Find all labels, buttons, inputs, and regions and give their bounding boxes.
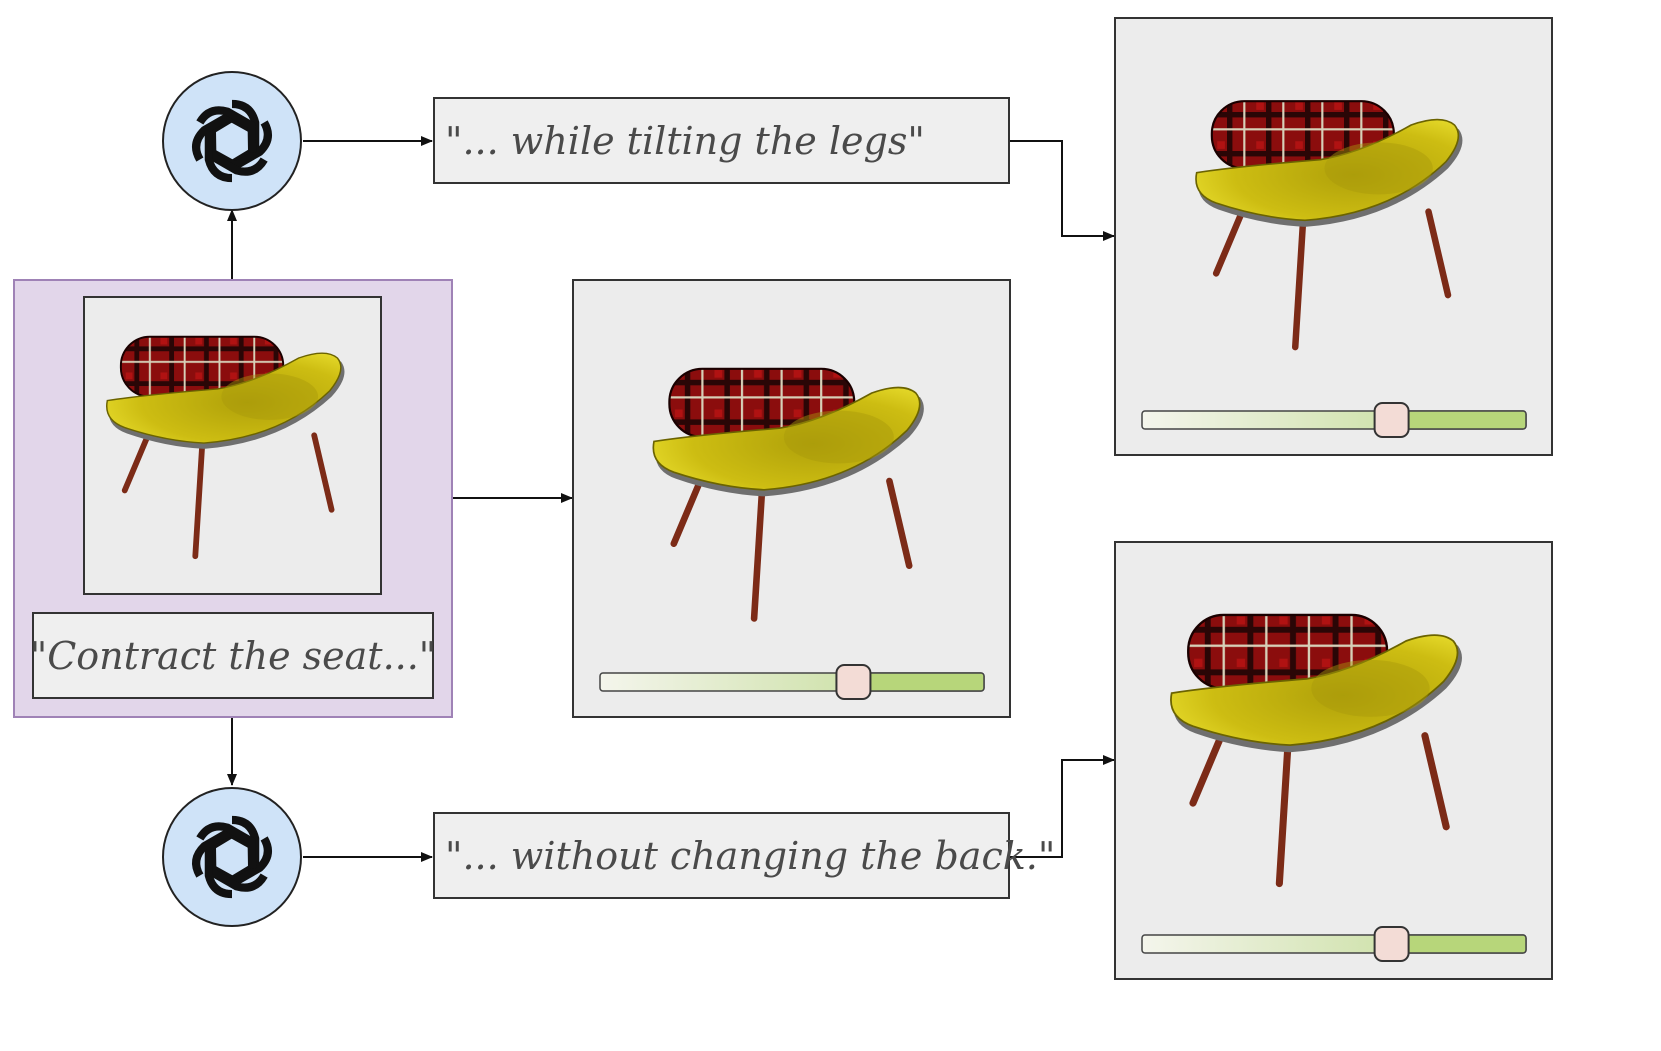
bottom-prompt-text: "... without changing the back."	[445, 833, 1056, 878]
slider-bottom-right-handle[interactable]	[1373, 926, 1410, 962]
top-output-frame	[1114, 17, 1553, 456]
arrow-top-prompt-to-output	[1010, 140, 1115, 241]
top-prompt-box: "... while tilting the legs"	[433, 97, 1010, 184]
top-prompt-text: "... while tilting the legs"	[445, 118, 925, 163]
bottom-output-frame	[1114, 541, 1553, 980]
arrow-bottom-prompt-to-output	[1010, 755, 1115, 858]
slider-bottom-right-fill	[1390, 934, 1527, 954]
slider-top-right[interactable]	[1141, 402, 1527, 438]
slider-middle-handle[interactable]	[835, 664, 872, 700]
middle-output-frame	[572, 279, 1011, 718]
slider-bottom-right[interactable]	[1141, 926, 1527, 962]
bottom-prompt-box: "... without changing the back."	[433, 812, 1055, 899]
bottom-llm-node	[162, 787, 302, 927]
slider-top-right-fill	[1390, 410, 1527, 430]
slider-middle-fill	[852, 672, 985, 692]
input-prompt-text: "Contract the seat..."	[29, 633, 437, 678]
slider-top-right-handle[interactable]	[1373, 402, 1410, 438]
top-llm-node	[162, 71, 302, 211]
slider-middle[interactable]	[599, 664, 985, 700]
input-prompt-box: "Contract the seat..."	[29, 612, 437, 699]
